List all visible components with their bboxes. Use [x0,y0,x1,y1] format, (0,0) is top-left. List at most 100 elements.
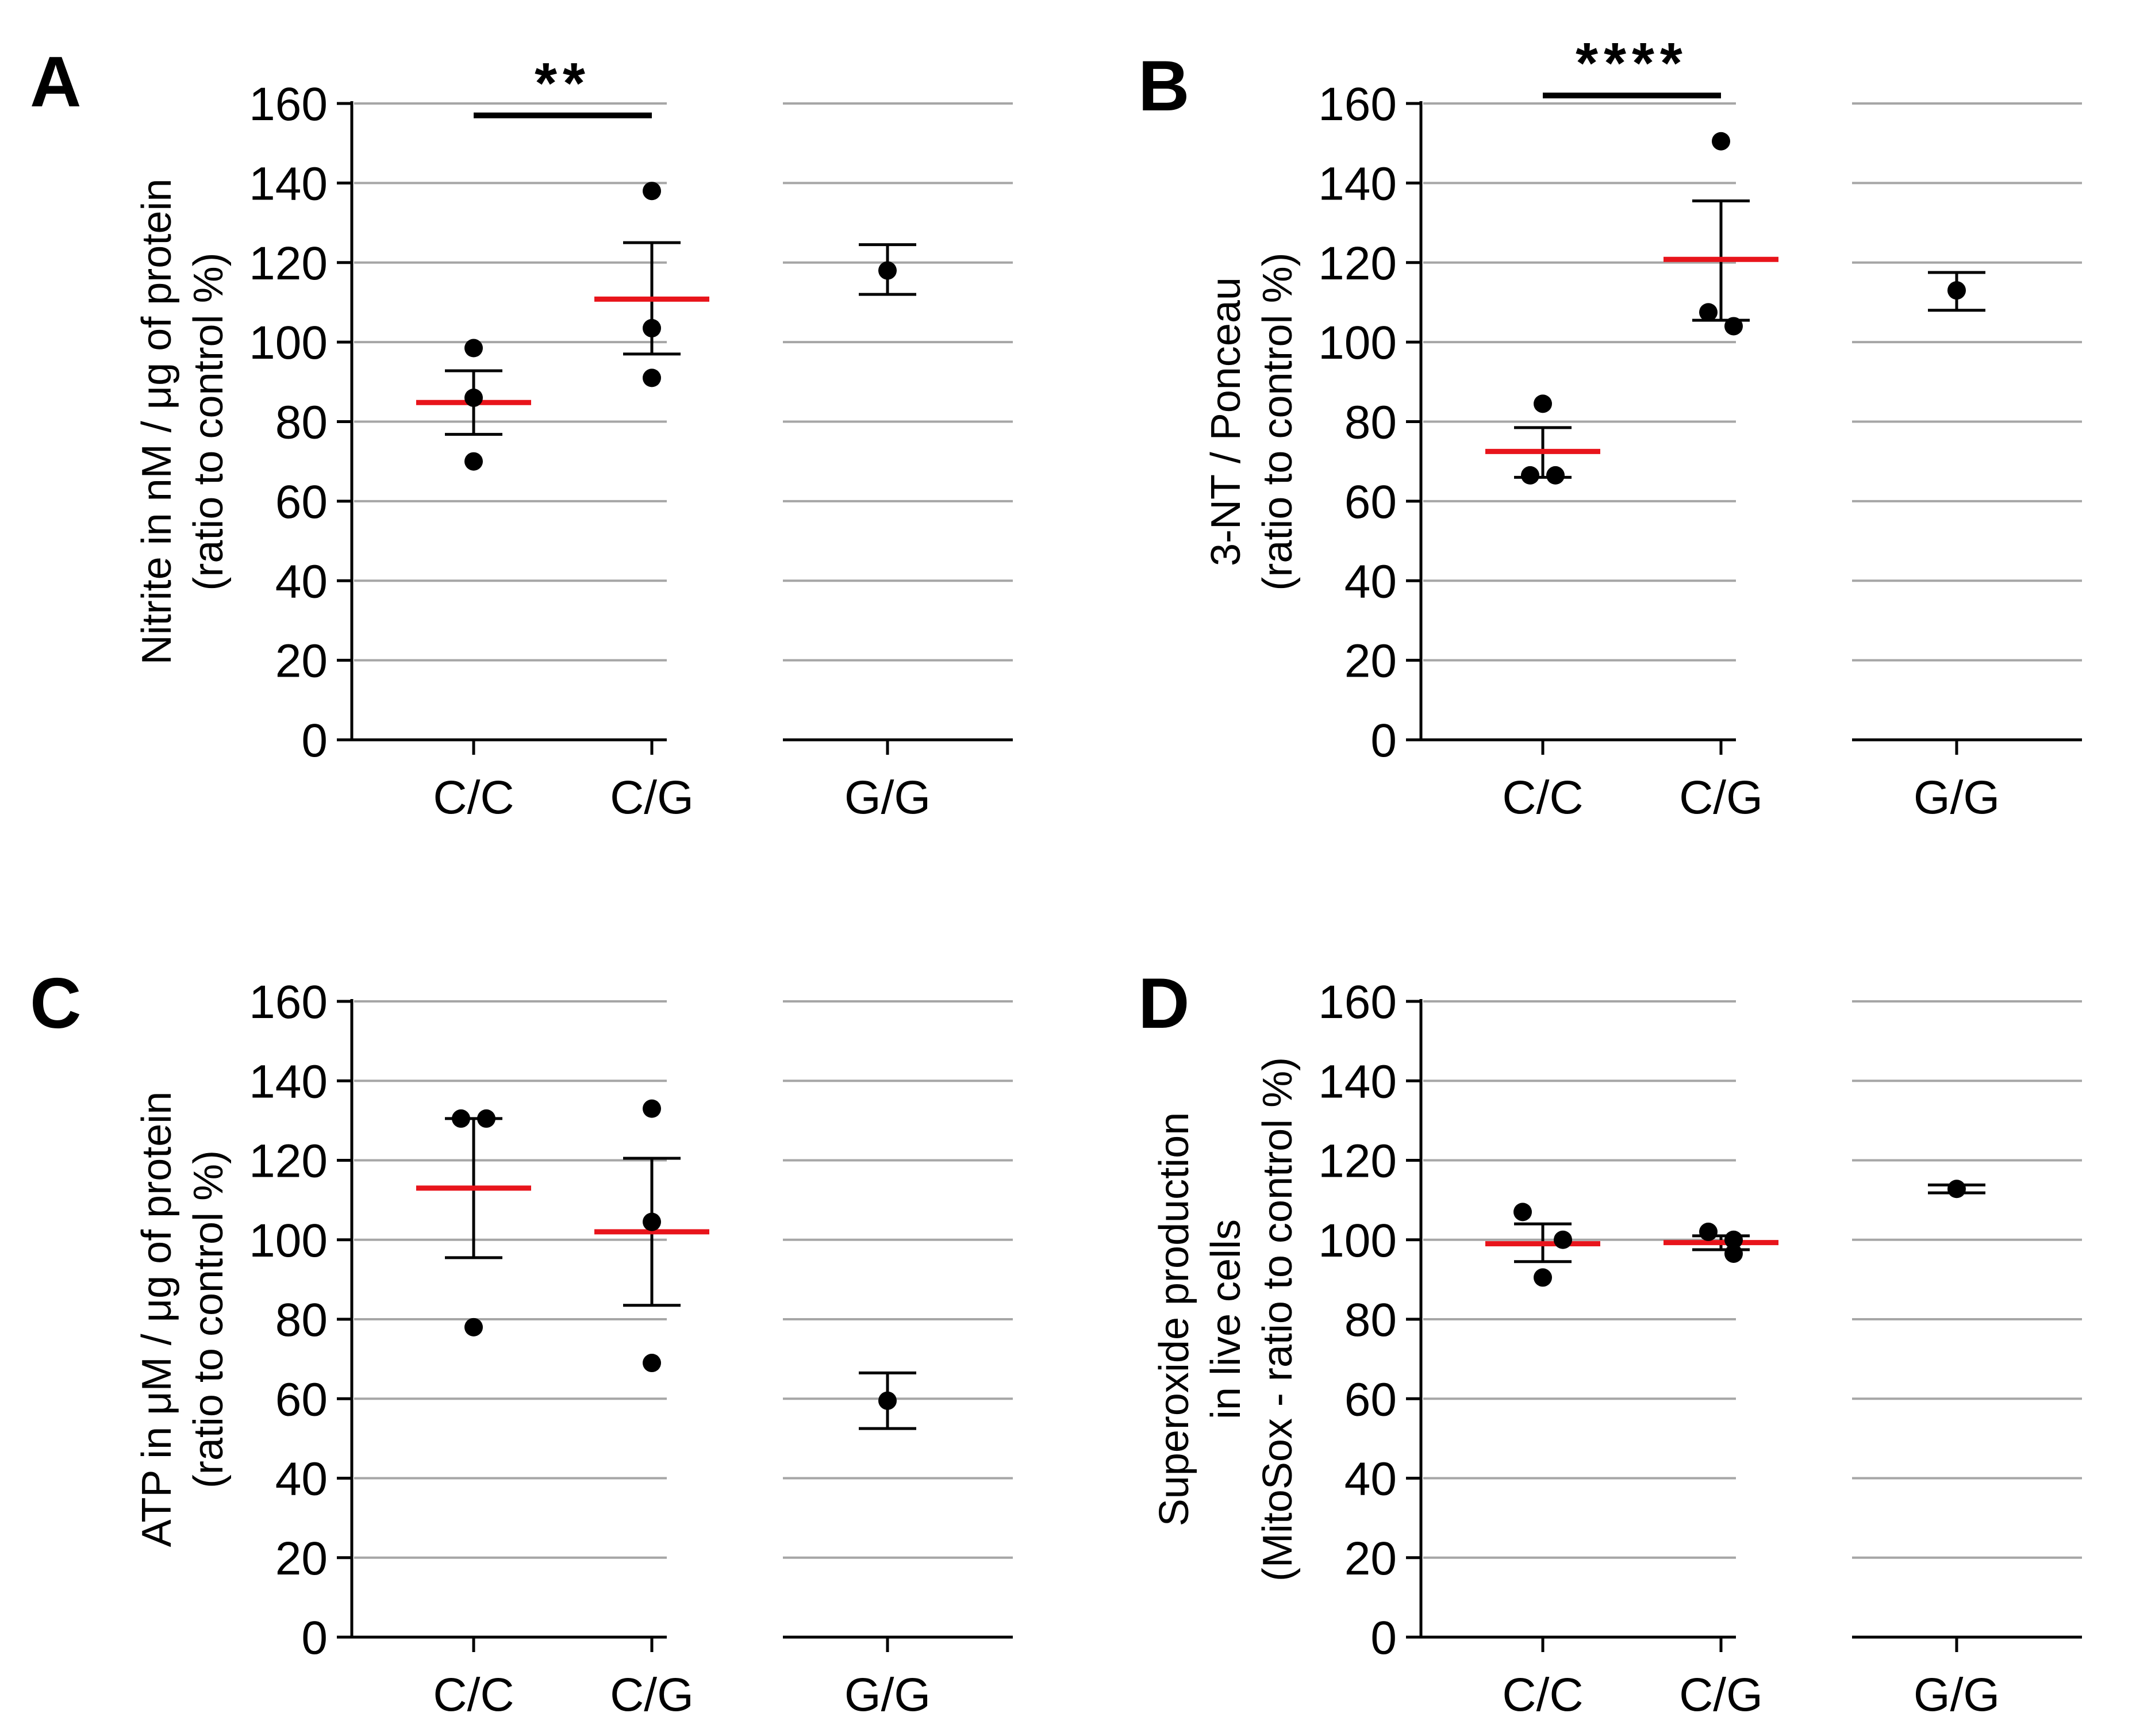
data-point [643,368,661,387]
data-point [464,452,483,471]
data-point [1712,132,1730,151]
y-axis-title: (ratio to control %) [186,252,232,590]
y-tick-label: 20 [1344,1533,1397,1585]
group-cg [594,182,709,387]
y-tick-label: 120 [249,1135,328,1188]
y-axis-title: Nitrite in nM / μg of protein [134,179,180,665]
y-tick-label: 160 [249,976,328,1028]
group-cg [1664,1222,1778,1263]
x-tick-label: C/G [1679,771,1763,824]
y-tick-label: 140 [1318,1055,1397,1108]
y-tick-label: 80 [275,397,328,449]
y-axis-title: Superoxide production [1151,1112,1197,1527]
y-axis-title: (ratio to control %) [1255,252,1301,590]
y-axis-title: ATP in μM / μg of protein [134,1092,180,1547]
data-point [643,182,661,201]
panel-a: A 0 20 40 60 80 100 120 140 160 Nitrite in nM / μg… [30,43,1013,824]
group-cc [416,339,531,471]
y-tick-label: 40 [1344,555,1397,608]
data-point [464,339,483,358]
x-tick-label: C/G [610,771,694,824]
y-axis-title: (ratio to control %) [186,1150,232,1488]
y-tick-label: 80 [1344,397,1397,449]
x-tick-label: C/G [610,1669,694,1721]
data-point [643,1099,661,1118]
data-point [477,1109,495,1128]
x-tick-label: G/G [1914,771,2000,824]
significance-label: **** [1576,31,1688,95]
y-tick-label: 20 [275,635,328,688]
y-tick-label: 140 [249,158,328,210]
y-tick-label: 80 [1344,1294,1397,1346]
panel-letter: D [1138,964,1190,1043]
data-point [643,1354,661,1373]
y-tick-label: 160 [249,78,328,130]
data-point [1546,466,1565,485]
data-point [643,318,661,337]
panel-letter: B [1138,47,1190,126]
group-gg [859,1371,916,1430]
y-tick-label: 0 [301,1612,328,1664]
y-tick-label: 120 [1318,1135,1397,1188]
data-point [464,388,483,407]
x-tick-label: C/C [1502,771,1583,824]
x-tick-label: C/C [433,1669,514,1721]
y-tick-label: 100 [249,1215,328,1267]
y-tick-label: 40 [1344,1453,1397,1505]
panel-b: B 0 20 40 60 80 100 120 140 160 3-NT / Ponceau (rat… [1138,31,2082,824]
y-tick-label: 40 [275,1453,328,1505]
data-point [1513,1203,1532,1222]
data-point [1699,1222,1718,1241]
x-tick-label: C/G [1679,1669,1763,1721]
data-point [1554,1230,1572,1249]
y-axis-title: in live cells [1203,1219,1249,1419]
group-gg [1928,1180,1985,1199]
data-point [878,1391,897,1410]
panel-letter: A [30,43,82,122]
group-cc [1485,1203,1600,1287]
data-point [1724,317,1743,336]
y-tick-label: 160 [1318,976,1397,1028]
group-cc [416,1109,531,1336]
data-point [878,261,897,280]
panel-c: C 0 20 40 60 80 100 120 140 160 ATP in μM / μg of … [30,964,1013,1721]
data-point [1534,394,1552,413]
y-tick-label: 100 [1318,1215,1397,1267]
y-axis-title: 3-NT / Ponceau [1203,277,1249,566]
panel-d: D 0 20 40 60 80 100 120 140 160 Superoxide product… [1138,964,2082,1721]
data-point [452,1109,470,1128]
data-point [1947,1180,1966,1199]
data-point [1724,1230,1743,1249]
y-tick-label: 140 [249,1055,328,1108]
y-tick-label: 60 [275,1373,328,1426]
y-tick-label: 80 [275,1294,328,1346]
data-point [464,1318,483,1336]
data-point [1724,1244,1743,1263]
group-cg [594,1099,709,1373]
data-point [1947,281,1966,300]
y-tick-label: 20 [1344,635,1397,688]
data-point [643,1212,661,1231]
y-tick-label: 60 [1344,476,1397,528]
y-tick-label: 120 [249,237,328,290]
data-point [1521,466,1539,485]
x-tick-label: C/C [1502,1669,1583,1721]
y-tick-label: 0 [1370,715,1397,767]
y-tick-label: 120 [1318,237,1397,290]
y-tick-label: 100 [249,317,328,369]
y-axis-title: (MitoSox - ratio to control %) [1255,1057,1301,1581]
x-tick-label: G/G [1914,1669,2000,1721]
group-cc [1485,394,1600,485]
data-point [1534,1268,1552,1287]
group-cg [1664,132,1778,336]
y-tick-label: 40 [275,555,328,608]
panel-letter: C [30,964,82,1043]
group-gg [859,243,916,296]
y-tick-label: 100 [1318,317,1397,369]
y-tick-label: 60 [275,476,328,528]
x-tick-label: G/G [844,771,931,824]
x-tick-label: C/C [433,771,514,824]
y-tick-label: 160 [1318,78,1397,130]
y-tick-label: 0 [1370,1612,1397,1664]
